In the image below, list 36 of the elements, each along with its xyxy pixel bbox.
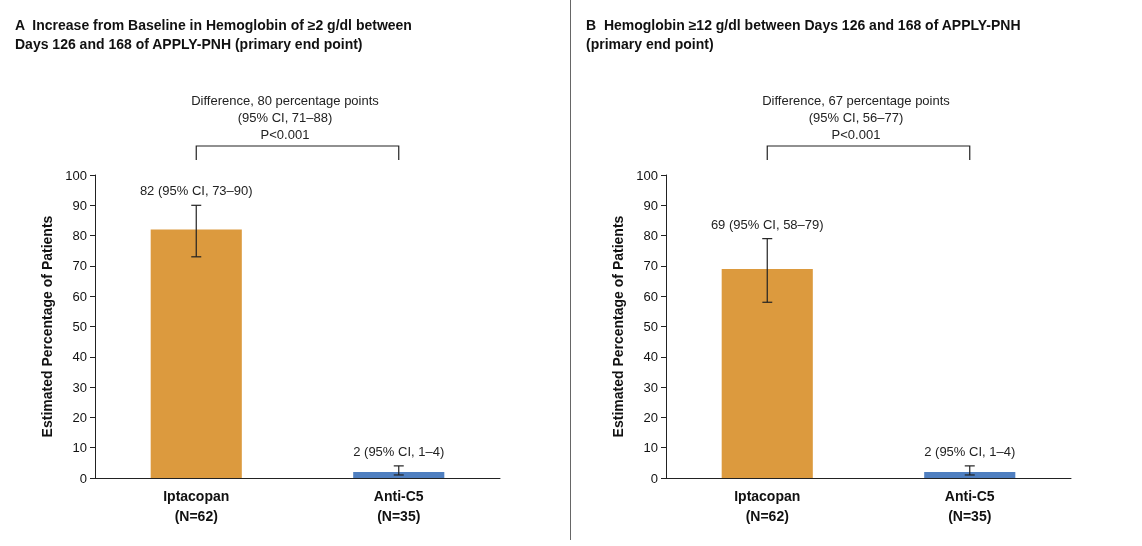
y-tick-label: 60 xyxy=(643,288,658,304)
x-tick-label: Iptacopan (N=62) xyxy=(163,488,230,524)
chart-title: A Increase from Baseline in Hemoglobin of ≥2 g/dl between Days 126 and 168 of APPLY-PNH (primary end point) xyxy=(15,16,412,52)
y-tick-label: 100 xyxy=(65,167,87,183)
chart-title: B Hemoglobin ≥12 g/dl between Days 126 and 168 of APPLY-PNH (primary end point) xyxy=(586,16,1021,52)
y-tick-label: 0 xyxy=(650,470,658,486)
y-tick-label: 50 xyxy=(643,319,658,334)
text: Difference, 80 percentage points (95% CI, 71–88) P<0.001 xyxy=(191,93,380,142)
data-label: 82 (95% CI, 73–90) xyxy=(139,183,253,199)
y-tick-label: 30 xyxy=(72,379,87,395)
y-tick-label: 40 xyxy=(72,349,87,365)
y-tick-label: 30 xyxy=(643,379,658,395)
y-axis-title: Estimated Percentage of Patients xyxy=(610,215,627,438)
x-tick-label: Anti-C5 (N=35) xyxy=(944,488,995,524)
data-label: 69 (95% CI, 58–79) xyxy=(710,216,824,232)
y-axis-title: Estimated Percentage of Patients xyxy=(39,215,56,438)
y-tick-label: 10 xyxy=(72,440,87,456)
x-tick-label: Anti-C5 (N=35) xyxy=(373,488,424,524)
y-tick-label: 20 xyxy=(72,409,87,425)
y-tick-label: 70 xyxy=(643,258,658,274)
y-tick-label: 80 xyxy=(72,228,87,244)
y-tick-label: 0 xyxy=(79,470,87,486)
x-tick-label: Iptacopan (N=62) xyxy=(734,488,801,524)
data-label: 2 (95% CI, 1–4) xyxy=(353,443,445,459)
y-tick-label: 100 xyxy=(636,167,658,183)
y-tick-label: 20 xyxy=(643,409,658,425)
y-tick-label: 60 xyxy=(72,288,87,304)
y-tick-label: 50 xyxy=(72,319,87,334)
y-tick-label: 70 xyxy=(72,258,87,274)
y-tick-label: 10 xyxy=(643,440,658,456)
text: Difference, 67 percentage points (95% CI, 56–77) P<0.001 xyxy=(762,93,951,142)
y-tick-label: 80 xyxy=(643,228,658,244)
y-tick-label: 90 xyxy=(643,197,658,213)
data-label: 2 (95% CI, 1–4) xyxy=(924,443,1016,459)
y-tick-label: 40 xyxy=(643,349,658,365)
y-tick-label: 90 xyxy=(72,197,87,213)
